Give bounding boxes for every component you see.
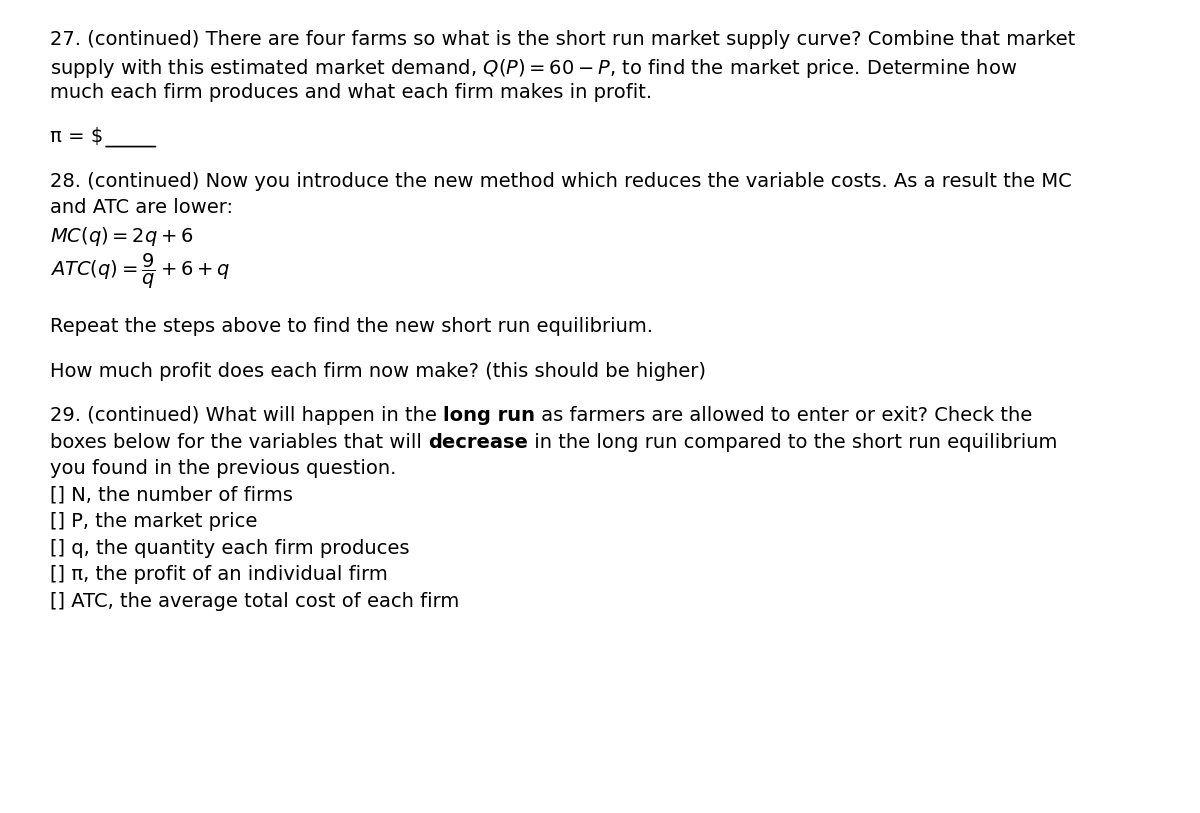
Text: boxes below for the variables that will: boxes below for the variables that will: [50, 433, 428, 452]
Text: 27. (continued) There are four farms so what is the short run market supply curv: 27. (continued) There are four farms so …: [50, 30, 1075, 49]
Text: 28. (continued) Now you introduce the new method which reduces the variable cost: 28. (continued) Now you introduce the ne…: [50, 172, 1072, 191]
Text: [] π, the profit of an individual firm: [] π, the profit of an individual firm: [50, 565, 388, 585]
Text: and ATC are lower:: and ATC are lower:: [50, 198, 233, 218]
Text: [] q, the quantity each firm produces: [] q, the quantity each firm produces: [50, 539, 409, 558]
Text: decrease: decrease: [428, 433, 528, 452]
Text: much each firm produces and what each firm makes in profit.: much each firm produces and what each fi…: [50, 83, 652, 102]
Text: long run: long run: [443, 406, 535, 425]
Text: [] N, the number of firms: [] N, the number of firms: [50, 485, 293, 505]
Text: [] P, the market price: [] P, the market price: [50, 512, 257, 531]
Text: supply with this estimated market demand, $Q(P) = 60 - P$, to find the market pr: supply with this estimated market demand…: [50, 56, 1018, 80]
Text: π = $: π = $: [50, 128, 103, 146]
Text: you found in the previous question.: you found in the previous question.: [50, 459, 396, 478]
Text: How much profit does each firm now make? (this should be higher): How much profit does each firm now make?…: [50, 362, 706, 380]
Text: as farmers are allowed to enter or exit? Check the: as farmers are allowed to enter or exit?…: [535, 406, 1032, 425]
Text: 29. (continued) What will happen in the: 29. (continued) What will happen in the: [50, 406, 443, 425]
Text: $\mathit{ATC}(q) = \dfrac{9}{q} + 6 + q$: $\mathit{ATC}(q) = \dfrac{9}{q} + 6 + q$: [50, 251, 230, 290]
Text: $\mathit{MC}(q) = 2q + 6$: $\mathit{MC}(q) = 2q + 6$: [50, 225, 194, 248]
Text: Repeat the steps above to find the new short run equilibrium.: Repeat the steps above to find the new s…: [50, 317, 653, 337]
Text: [] ATC, the average total cost of each firm: [] ATC, the average total cost of each f…: [50, 592, 460, 611]
Text: in the long run compared to the short run equilibrium: in the long run compared to the short ru…: [528, 433, 1057, 452]
